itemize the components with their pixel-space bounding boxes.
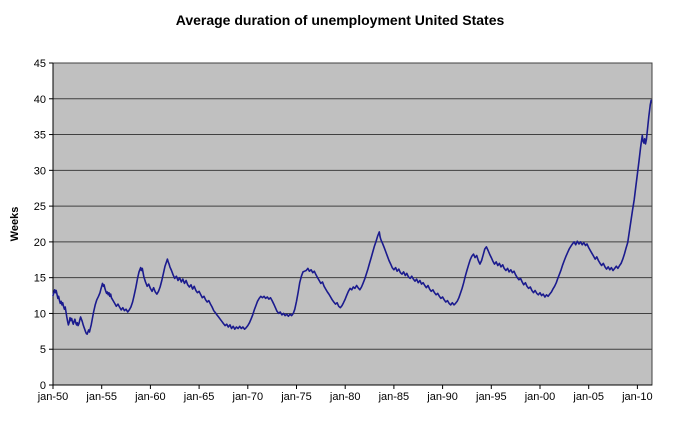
x-tick-label: jan-50 [37, 391, 69, 403]
plot-background [52, 62, 653, 386]
y-tick-label: 15 [34, 273, 46, 285]
x-tick-label: jan-65 [183, 391, 215, 403]
x-tick-label: jan-55 [85, 391, 117, 403]
x-tick-label: jan-00 [524, 391, 556, 403]
y-tick-label: 5 [40, 344, 46, 356]
y-tick-label: 25 [34, 201, 46, 213]
y-tick-label: 45 [34, 58, 46, 70]
x-tick-label: jan-90 [426, 391, 458, 403]
y-tick-label: 35 [34, 130, 46, 142]
y-tick-label: 20 [34, 237, 46, 249]
x-tick-label: jan-75 [280, 391, 312, 403]
y-tick-label: 30 [34, 165, 46, 177]
x-tick-label: jan-85 [378, 391, 410, 403]
chart-title: Average duration of unemployment United … [175, 12, 505, 28]
x-tick-label: jan-60 [134, 391, 166, 403]
y-tick-label: 40 [34, 94, 46, 106]
y-axis-label: Weeks [9, 206, 21, 242]
data-line-average-duration [52, 99, 653, 336]
y-tick-label: 0 [40, 380, 46, 392]
y-tick-label: 10 [34, 308, 46, 320]
x-tick-label: jan-95 [475, 391, 507, 403]
x-tick-label: jan-10 [621, 391, 653, 403]
x-tick-label: jan-80 [329, 391, 361, 403]
x-tick-label: jan-70 [232, 391, 264, 403]
x-tick-label: jan-05 [572, 391, 604, 403]
